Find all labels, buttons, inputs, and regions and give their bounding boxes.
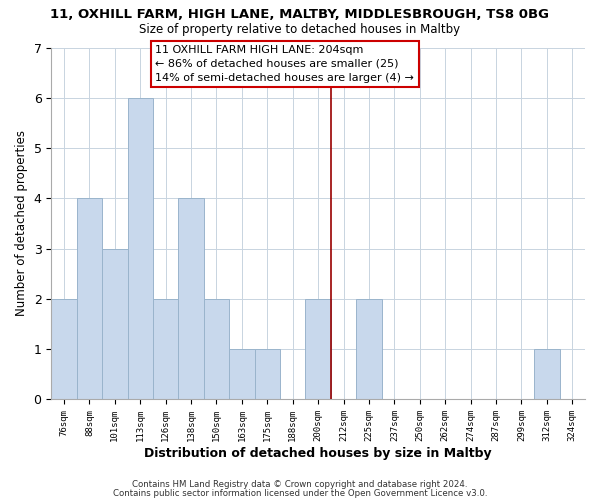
- Bar: [254, 349, 280, 400]
- Bar: [102, 248, 128, 400]
- Text: 11 OXHILL FARM HIGH LANE: 204sqm
← 86% of detached houses are smaller (25)
14% o: 11 OXHILL FARM HIGH LANE: 204sqm ← 86% o…: [155, 45, 415, 83]
- Bar: [356, 299, 382, 400]
- Bar: [128, 98, 153, 400]
- Bar: [77, 198, 102, 400]
- Text: Contains HM Land Registry data © Crown copyright and database right 2024.: Contains HM Land Registry data © Crown c…: [132, 480, 468, 489]
- Bar: [51, 299, 77, 400]
- Bar: [534, 349, 560, 400]
- Bar: [153, 299, 178, 400]
- Bar: [229, 349, 254, 400]
- Text: Contains public sector information licensed under the Open Government Licence v3: Contains public sector information licen…: [113, 488, 487, 498]
- Text: Size of property relative to detached houses in Maltby: Size of property relative to detached ho…: [139, 22, 461, 36]
- Bar: [204, 299, 229, 400]
- Y-axis label: Number of detached properties: Number of detached properties: [15, 130, 28, 316]
- Bar: [178, 198, 204, 400]
- Bar: [305, 299, 331, 400]
- Text: 11, OXHILL FARM, HIGH LANE, MALTBY, MIDDLESBROUGH, TS8 0BG: 11, OXHILL FARM, HIGH LANE, MALTBY, MIDD…: [50, 8, 550, 20]
- X-axis label: Distribution of detached houses by size in Maltby: Distribution of detached houses by size …: [145, 447, 492, 460]
